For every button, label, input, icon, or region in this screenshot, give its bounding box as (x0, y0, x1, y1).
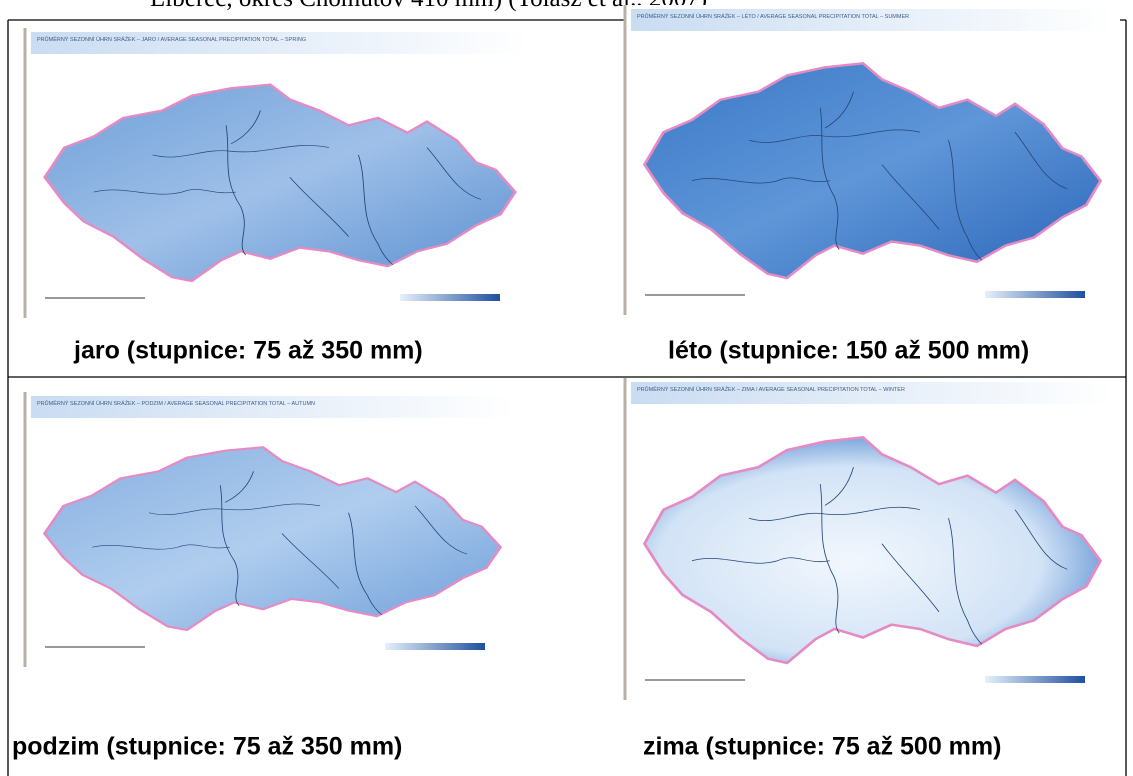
map-title: PRŮMĚRNÝ SEZONNÍ ÚHRN SRÁŽEK – ZIMA / AV… (637, 385, 905, 393)
map-title-bar (631, 9, 1114, 31)
map-title: PRŮMĚRNÝ SEZONNÍ ÚHRN SRÁŽEK – LÉTO / AV… (637, 12, 909, 20)
map-title-bar (31, 32, 529, 54)
color-legend (385, 643, 485, 650)
map-title-bar (31, 396, 514, 418)
map-figure: PRŮMĚRNÝ SEZONNÍ ÚHRN SRÁŽEK – LÉTO / AV… (623, 5, 1120, 315)
color-legend (400, 294, 500, 301)
caption: jaro (stupnice: 75 až 350 mm) (73, 337, 423, 365)
map-figure: PRŮMĚRNÝ SEZONNÍ ÚHRN SRÁŽEK – ZIMA / AV… (623, 378, 1120, 700)
caption: podzim (stupnice: 75 až 350 mm) (12, 733, 402, 761)
color-legend (985, 291, 1085, 298)
map-figure: PRŮMĚRNÝ SEZONNÍ ÚHRN SRÁŽEK – PODZIM / … (23, 392, 520, 667)
color-legend (985, 676, 1085, 683)
caption: léto (stupnice: 150 až 500 mm) (668, 337, 1029, 365)
header-text: Liberec, okres Chomutov 410 mm) (Tolasz … (150, 0, 707, 12)
caption: zima (stupnice: 75 až 500 mm) (643, 733, 1001, 761)
map-panels: PRŮMĚRNÝ SEZONNÍ ÚHRN SRÁŽEK – JARO / AV… (23, 5, 1120, 700)
map-title: PRŮMĚRNÝ SEZONNÍ ÚHRN SRÁŽEK – PODZIM / … (37, 399, 315, 407)
map-title-bar (631, 382, 1114, 404)
map-title: PRŮMĚRNÝ SEZONNÍ ÚHRN SRÁŽEK – JARO / AV… (37, 35, 306, 43)
map-figure: PRŮMĚRNÝ SEZONNÍ ÚHRN SRÁŽEK – JARO / AV… (23, 28, 535, 318)
